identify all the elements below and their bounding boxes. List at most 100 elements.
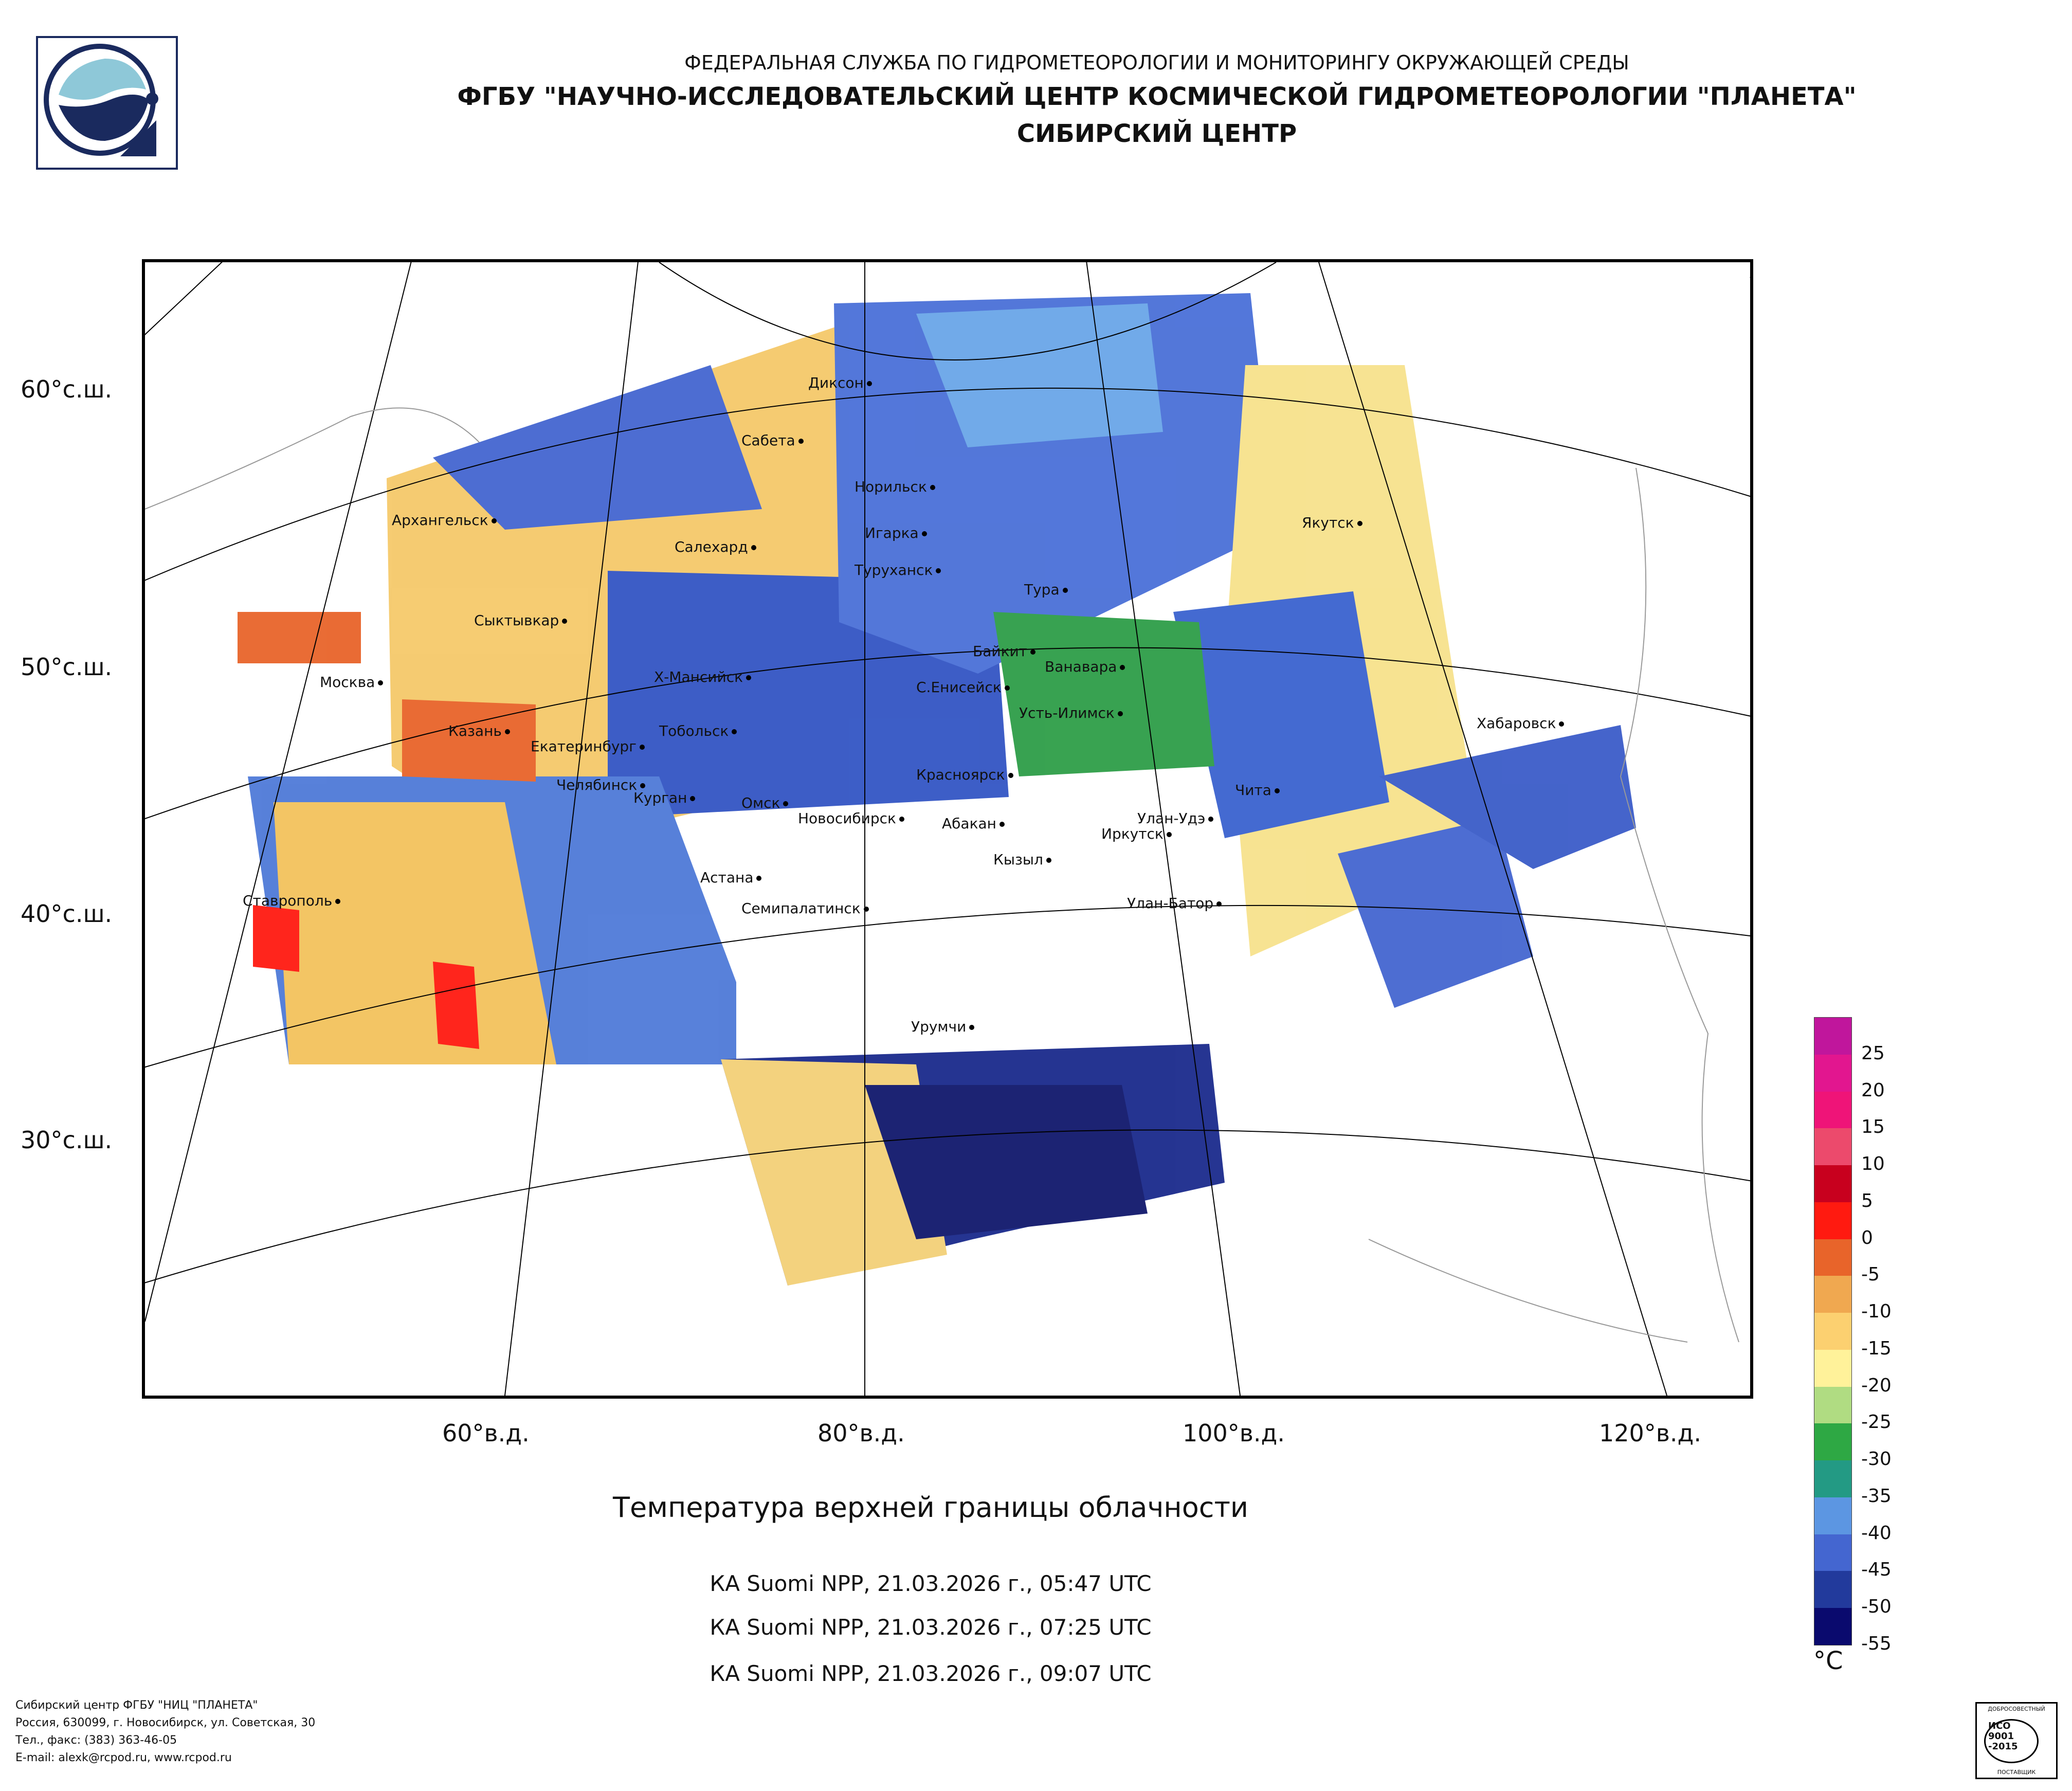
city-marker [1046,858,1051,863]
city-marker [1357,521,1362,526]
city-label: Тобольск [659,722,737,739]
city-label: Байкит [973,643,1035,660]
city-marker [930,485,935,490]
city-label: Ставрополь [243,892,341,909]
colorbar-tick-label: -15 [1861,1337,1892,1359]
latitude-label: 30°с.ш. [21,1126,113,1154]
city-marker [562,619,568,624]
city-label: Усть-Илимск [1019,704,1123,721]
satellite-pass: КА Suomi NPP, 21.03.2026 г., 07:25 UTC [710,1615,1152,1640]
city-marker [999,822,1005,827]
city-marker [504,729,510,734]
header-organization: ФГБУ "НАУЧНО-ИССЛЕДОВАТЕЛЬСКИЙ ЦЕНТР КОС… [457,82,1857,111]
cert-top: ДОБРОСОВЕСТНЫЙ [1988,1706,2045,1712]
colorbar-swatch [1814,1128,1851,1166]
city-marker [783,801,789,806]
city-label: Новосибирск [798,810,904,827]
city-label: Сабета [741,432,804,449]
city-marker [1120,665,1125,670]
latitude-label: 50°с.ш. [21,653,113,681]
latitude-label: 40°с.ш. [21,900,113,928]
city-label: Курган [633,789,696,806]
footer-contact: Сибирский центр ФГБУ "НИЦ "ПЛАНЕТА" Росс… [15,1697,315,1767]
colorbar-tick-label: -55 [1861,1633,1892,1654]
city-label: Сыктывкар [474,612,568,629]
city-marker [756,876,762,881]
city-label: Игарка [865,524,927,541]
colorbar-swatch [1814,1054,1851,1092]
city-label: Казань [448,722,510,739]
city-label: Салехард [675,538,756,555]
city-label: Екатеринбург [531,738,645,755]
city-marker [921,531,927,536]
colorbar-tick-label: 20 [1861,1079,1885,1101]
footer-address: Россия, 630099, г. Новосибирск, ул. Сове… [15,1716,316,1729]
longitude-label: 120°в.д. [1599,1419,1701,1447]
city-marker [751,545,756,550]
city-marker [969,1025,975,1030]
footer-phone: Тел., факс: (383) 363-46-05 [15,1734,177,1747]
city-marker [899,817,904,822]
colorbar-swatch [1814,1165,1851,1202]
city-label: Чита [1235,782,1280,799]
city-label: Архангельск [392,512,497,529]
city-label: Москва [320,674,384,691]
city-label: Абакан [942,815,1005,832]
city-label: Красноярск [916,766,1013,783]
city-marker [936,568,941,573]
colorbar-swatch [1814,1608,1851,1645]
city-label: Омск [741,794,789,811]
city-marker [1008,773,1013,778]
city-label: Якутск [1302,514,1362,531]
city-label: Семипалатинск [741,900,869,917]
city-label: Диксон [808,374,872,391]
city-label: Тура [1024,581,1068,598]
colorbar-tick-label: -25 [1861,1412,1892,1433]
city-label: Урумчи [911,1018,975,1035]
cloud-top-temperature-map: Диксон Сабета Норильск Архангельск Салех… [142,259,1753,1399]
colorbar-swatch [1814,1239,1851,1276]
colorbar-tick-label: -5 [1861,1264,1880,1286]
satellite-pass: КА Suomi NPP, 21.03.2026 г., 09:07 UTC [710,1661,1152,1686]
colorbar-tick-label: -35 [1861,1485,1892,1507]
city-label: Туруханск [855,562,941,578]
map-canvas [145,262,1750,1396]
city-label: Кызыл [993,851,1051,868]
header-agency: ФЕДЕРАЛЬНАЯ СЛУЖБА ПО ГИДРОМЕТЕОРОЛОГИИ … [684,51,1629,74]
city-marker [1062,588,1068,593]
satellite-swaths [238,293,1636,1286]
colorbar-tick-label: -30 [1861,1449,1892,1470]
colorbar-swatch [1814,1534,1851,1571]
colorbar-swatch [1814,1091,1851,1129]
colorbar-swatch [1814,1349,1851,1387]
city-marker [863,907,869,912]
colorbar-swatch [1814,1460,1851,1497]
colorbar-tick-label: -45 [1861,1559,1892,1581]
city-label: Иркутск [1101,825,1172,842]
footer-email: E-mail: alexk@rcpod.ru, www.rcpod.ru [15,1751,232,1764]
colorbar-swatch [1814,1386,1851,1424]
city-label: Улан-Удэ [1137,810,1214,827]
colorbar-tick-label: 5 [1861,1190,1873,1211]
cert-number: 9001 [1988,1731,2014,1742]
header-center: СИБИРСКИЙ ЦЕНТР [1016,119,1297,148]
city-marker [1216,901,1222,907]
city-marker [491,518,497,523]
colorbar-tick-label: -50 [1861,1596,1892,1618]
longitude-label: 60°в.д. [442,1419,530,1447]
city-label: Хабаровск [1477,715,1565,732]
graticule [145,262,1750,1396]
colorbar-tick-label: 0 [1861,1227,1873,1249]
cert-year: -2015 [1988,1741,2018,1752]
colorbar-swatch [1814,1423,1851,1461]
longitude-label: 80°в.д. [817,1419,905,1447]
colorbar-swatch [1814,1313,1851,1350]
colorbar-swatch [1814,1571,1851,1608]
city-marker [1004,685,1010,691]
city-label: С.Енисейск [916,679,1010,696]
planeta-logo [36,36,178,170]
city-marker [378,680,384,685]
city-label: Норильск [855,478,935,495]
satellite-pass: КА Suomi NPP, 21.03.2026 г., 05:47 UTC [710,1571,1152,1596]
cert-iso: ИСО [1988,1721,2011,1731]
